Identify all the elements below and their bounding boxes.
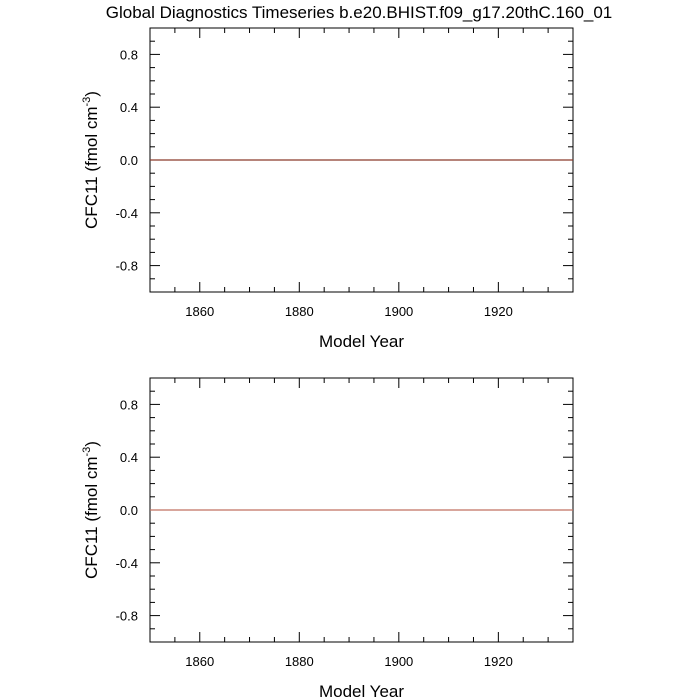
x-axis-label: Model Year xyxy=(319,682,404,700)
y-tick-label: 0.0 xyxy=(120,153,138,168)
y-tick-label: -0.4 xyxy=(116,206,138,221)
y-tick-label: -0.8 xyxy=(116,609,138,624)
y-tick-label: 0.8 xyxy=(120,47,138,62)
y-axis-label-main: CFC11 (fmol cm xyxy=(82,106,101,228)
y-tick-label: 0.0 xyxy=(120,503,138,518)
x-tick-label: 1920 xyxy=(484,304,513,319)
y-axis-label-main: CFC11 (fmol cm xyxy=(82,456,101,578)
x-tick-label: 1900 xyxy=(384,304,413,319)
chart-panel-2: 1860 1880 1900 1920 -0.8 -0.4 0.0 0.4 0.8 Model Y… xyxy=(81,377,574,700)
y-tick-label: 0.8 xyxy=(120,397,138,412)
x-tick-label: 1880 xyxy=(285,654,314,669)
y-tick-label: 0.4 xyxy=(120,100,138,115)
y-axis-label-tail: ) xyxy=(82,91,101,97)
x-tick-label: 1860 xyxy=(185,304,214,319)
y-axis-label-tail: ) xyxy=(82,441,101,447)
chart-panel-1: 1860 1880 1900 1920 -0.8 -0.4 0.0 0.4 0.8 Model Y… xyxy=(81,27,574,351)
y-axis-label-sup: -3 xyxy=(81,97,93,107)
y-axis-label: CFC11 (fmol cm-3) xyxy=(81,91,101,229)
figure-title: Global Diagnostics Timeseries b.e20.BHIS… xyxy=(106,3,613,22)
y-tick-label: -0.4 xyxy=(116,556,138,571)
x-tick-label: 1880 xyxy=(285,304,314,319)
y-axis-label: CFC11 (fmol cm-3) xyxy=(81,441,101,579)
x-tick-label: 1920 xyxy=(484,654,513,669)
x-tick-label: 1900 xyxy=(384,654,413,669)
y-tick-label: 0.4 xyxy=(120,450,138,465)
y-tick-label: -0.8 xyxy=(116,259,138,274)
y-axis-label-sup: -3 xyxy=(81,447,93,457)
x-tick-label: 1860 xyxy=(185,654,214,669)
x-axis-label: Model Year xyxy=(319,332,404,351)
